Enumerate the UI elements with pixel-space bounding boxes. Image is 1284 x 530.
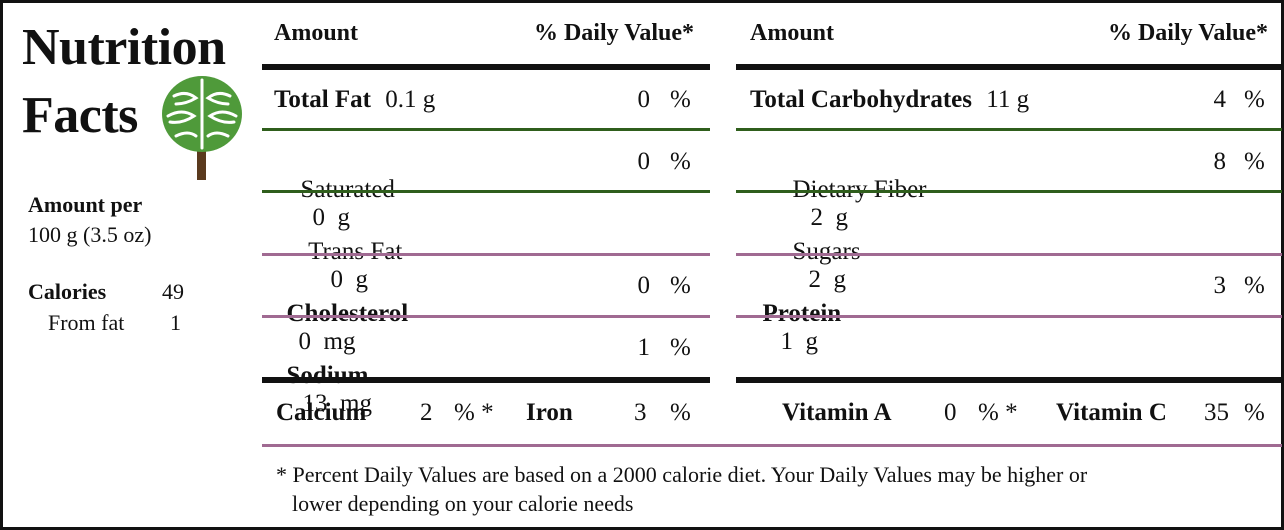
saturated-pct: % <box>670 148 691 175</box>
row-total-carbs: Total Carbohydrates 11 g <box>750 86 1029 114</box>
row-protein: Protein 1 g <box>750 272 842 356</box>
calories-label: Calories <box>28 279 107 304</box>
protein-amount: 1 g <box>780 328 819 355</box>
footnote-line2: lower depending on your calorie needs <box>292 491 634 516</box>
calories-value: 49 <box>162 279 184 304</box>
total-fat-label: Total Fat <box>274 86 371 113</box>
saturated-dv: 0 <box>637 148 651 175</box>
vitamin-a-pct: % * <box>978 399 1018 426</box>
serving-size: 100 g (3.5 oz) <box>28 222 152 247</box>
row-total-fat: Total Fat 0.1 g <box>274 86 435 114</box>
vitamin-c-label: Vitamin C <box>1056 399 1167 426</box>
sodium-dv: 1 <box>637 334 651 361</box>
sodium-amount: 13 mg <box>302 390 372 417</box>
trans-fat-amount: 0 g <box>330 266 369 293</box>
right-header-rule <box>736 64 1282 70</box>
footnote-line1: * Percent Daily Values are based on a 20… <box>276 462 1088 487</box>
right-bottom-rule <box>736 377 1282 383</box>
cholesterol-label: Cholesterol <box>286 300 409 327</box>
row-trans-fat: Trans Fat 0 g <box>296 210 402 294</box>
total-carbs-dv: 4 <box>1213 86 1227 113</box>
saturated-label: Saturated <box>301 176 395 203</box>
total-carbs-amount: 11 g <box>986 86 1030 113</box>
calcium-pct: % * <box>454 399 494 426</box>
calcium-value: 2 <box>420 399 433 426</box>
row-saturated: Saturated 0 g <box>288 148 395 232</box>
sodium-pct: % <box>670 334 691 361</box>
row-sodium: Sodium 13 mg <box>274 334 372 418</box>
cholesterol-dv: 0 <box>637 272 651 299</box>
vitamin-c-pct: % <box>1244 399 1265 426</box>
fiber-pct: % <box>1244 148 1265 175</box>
fiber-amount: 2 g <box>810 204 849 231</box>
calcium-label: Calcium <box>276 399 367 426</box>
row-rule <box>262 190 710 193</box>
row-rule <box>736 253 1282 256</box>
total-fat-pct: % <box>670 86 691 113</box>
iron-value: 3 <box>634 399 647 426</box>
left-header-rule <box>262 64 710 70</box>
left-amount-header: Amount <box>274 20 359 46</box>
sugars-amount: 2 g <box>808 266 847 293</box>
row-rule <box>262 253 710 256</box>
row-sugars: Sugars 2 g <box>780 210 861 294</box>
protein-dv: 3 <box>1213 272 1227 299</box>
row-cholesterol: Cholesterol 0 mg <box>274 272 409 356</box>
total-fat-amount: 0.1 g <box>385 86 436 113</box>
sodium-label: Sodium <box>286 362 369 389</box>
row-rule <box>262 128 710 131</box>
fiber-dv: 8 <box>1213 148 1227 175</box>
row-rule <box>736 315 1282 318</box>
iron-pct: % <box>670 399 691 426</box>
row-rule <box>736 128 1282 131</box>
from-fat-label: From fat <box>48 310 125 335</box>
title-line2: Facts <box>22 87 138 144</box>
row-rule <box>262 315 710 318</box>
right-amount-header: Amount <box>750 20 835 46</box>
vitamin-a-label: Vitamin A <box>782 399 892 426</box>
vitamin-a-value: 0 <box>944 399 957 426</box>
trans-fat-label: Trans Fat <box>308 238 403 265</box>
saturated-amount: 0 g <box>312 204 351 231</box>
cholesterol-amount: 0 mg <box>298 328 356 355</box>
from-fat-value: 1 <box>170 310 181 335</box>
right-dv-header: % Daily Value* <box>1107 20 1268 46</box>
total-carbs-pct: % <box>1244 86 1265 113</box>
serving-label: Amount per <box>28 192 143 217</box>
brain-tree-icon <box>160 74 244 182</box>
minerals-rule <box>262 444 1282 447</box>
total-fat-dv: 0 <box>637 86 651 113</box>
sugars-label: Sugars <box>792 238 861 265</box>
cholesterol-pct: % <box>670 272 691 299</box>
title-line1: Nutrition <box>22 19 226 76</box>
row-dietary-fiber: Dietary Fiber 2 g <box>780 148 927 232</box>
iron-label: Iron <box>526 399 573 426</box>
fiber-label: Dietary Fiber <box>793 176 927 203</box>
total-carbs-label: Total Carbohydrates <box>750 86 973 113</box>
protein-label: Protein <box>762 300 842 327</box>
left-dv-header: % Daily Value* <box>533 20 694 46</box>
left-bottom-rule <box>262 377 710 383</box>
row-rule <box>736 190 1282 193</box>
vitamin-c-value: 35 <box>1204 399 1229 426</box>
protein-pct: % <box>1244 272 1265 299</box>
